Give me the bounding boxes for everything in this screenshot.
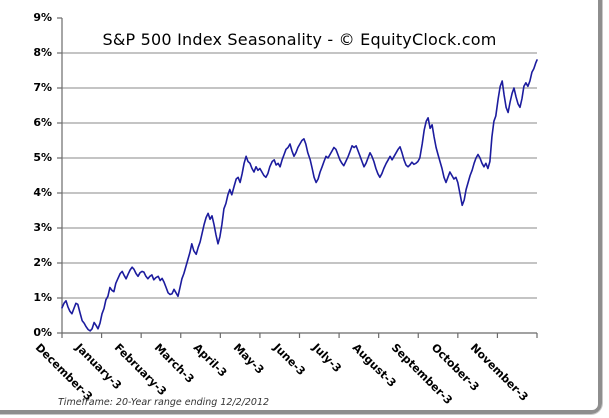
y-axis-tick-label: 5%: [33, 151, 52, 164]
y-axis-tick-label: 8%: [33, 46, 52, 59]
y-axis-tick-label: 2%: [33, 256, 52, 269]
y-axis-tick-label: 9%: [33, 11, 52, 24]
chart-title: S&P 500 Index Seasonality - © EquityCloc…: [102, 30, 497, 49]
timeframe-note: Timeframe: 20-Year range ending 12/2/201…: [58, 397, 270, 408]
y-axis-tick-label: 3%: [33, 221, 52, 234]
y-axis-tick-label: 0%: [33, 326, 52, 339]
y-axis-tick-label: 7%: [33, 81, 52, 94]
seasonality-series-line: [61, 59, 538, 332]
y-axis-tick-label: 6%: [33, 116, 52, 129]
y-axis-tick-label: 1%: [33, 291, 52, 304]
y-axis-tick-label: 4%: [33, 186, 52, 199]
